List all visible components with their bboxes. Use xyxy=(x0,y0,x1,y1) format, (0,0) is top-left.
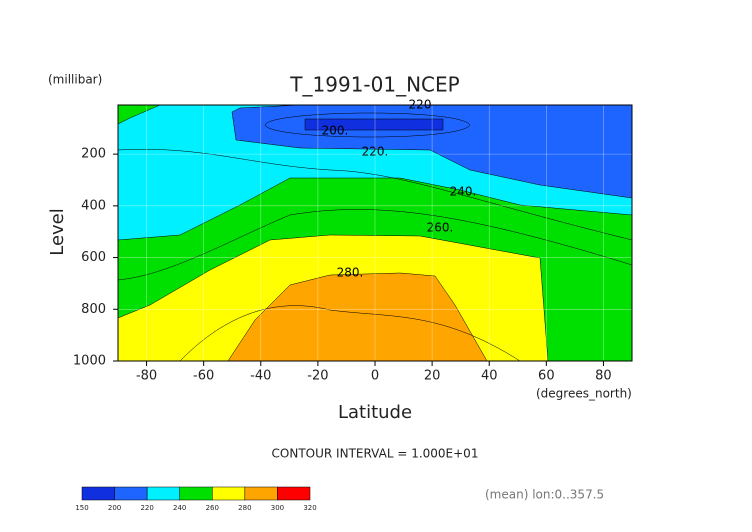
y-unit: (millibar) xyxy=(48,73,102,87)
colorbar-box xyxy=(146,486,180,501)
colorbar-label: 220 xyxy=(140,504,153,512)
x-unit: (degrees_north) xyxy=(536,387,632,401)
contour-line xyxy=(117,209,633,281)
contour-line xyxy=(179,305,521,362)
x-tick-label: 20 xyxy=(424,369,441,384)
x-tick-label: -60 xyxy=(193,369,214,384)
colorbar-label: 300 xyxy=(271,504,284,512)
colorbar-box xyxy=(179,486,213,501)
contour-label: 260. xyxy=(427,221,454,235)
x-axis-title: Latitude xyxy=(338,402,412,423)
x-tick-label: -80 xyxy=(136,369,157,384)
x-tick-label: -40 xyxy=(250,369,271,384)
x-tick-label: 0 xyxy=(371,369,379,384)
contour-label: 200. xyxy=(322,124,349,138)
x-tick-label: 60 xyxy=(538,369,555,384)
y-tick-label: 600 xyxy=(81,250,106,265)
x-tick-label: 40 xyxy=(481,369,498,384)
y-tick-label: 400 xyxy=(81,198,106,213)
contour-region xyxy=(304,118,444,131)
y-axis-title: Level xyxy=(47,208,68,256)
contour-interval: CONTOUR INTERVAL = 1.000E+01 xyxy=(272,447,479,461)
colorbar-label: 260 xyxy=(206,504,219,512)
contour-line xyxy=(117,148,633,241)
y-tick-label: 800 xyxy=(81,302,106,317)
colorbar-box xyxy=(212,486,246,501)
x-tick-label: 80 xyxy=(595,369,612,384)
mean-note: (mean) lon:0..357.5 xyxy=(485,488,604,502)
contour-label: 240. xyxy=(450,185,477,199)
contour-line xyxy=(264,112,471,138)
colorbar-label: 240 xyxy=(173,504,186,512)
colorbar-label: 200 xyxy=(108,504,121,512)
colorbar-box xyxy=(114,486,148,501)
colorbar-box xyxy=(244,486,278,501)
chart-title: T_1991-01_NCEP xyxy=(289,73,459,97)
x-tick-label: -20 xyxy=(307,369,328,384)
colorbar-box xyxy=(277,486,311,501)
y-tick-label: 1000 xyxy=(73,354,106,369)
colorbar-box xyxy=(81,486,115,501)
contour-region xyxy=(227,272,488,362)
contour-label: 280. xyxy=(337,266,364,280)
colorbar-label: 280 xyxy=(238,504,251,512)
colorbar-label: 150 xyxy=(75,504,88,512)
y-tick-label: 200 xyxy=(81,147,106,162)
colorbar-label: 320 xyxy=(303,504,316,512)
plot-frame xyxy=(117,104,633,362)
